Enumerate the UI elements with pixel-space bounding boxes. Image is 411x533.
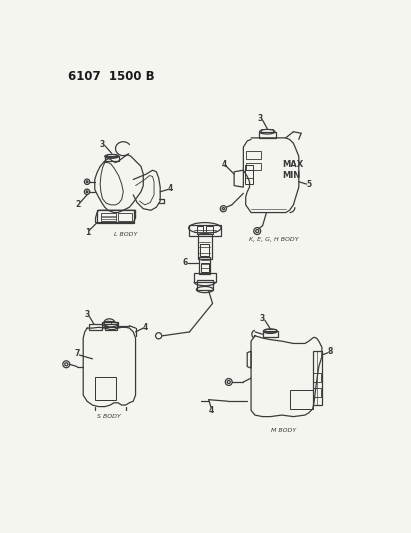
Text: M BODY: M BODY [271, 428, 296, 433]
Circle shape [256, 230, 259, 232]
Bar [198, 234, 212, 259]
Bar [245, 165, 253, 184]
Bar [263, 331, 278, 336]
Bar [261, 130, 273, 133]
Text: 4: 4 [143, 323, 148, 332]
Text: 4: 4 [222, 160, 227, 169]
Text: S BODY: S BODY [97, 414, 121, 419]
Bar [206, 227, 212, 234]
Bar [107, 154, 116, 157]
Circle shape [227, 381, 230, 384]
Bar [290, 390, 313, 409]
Bar [199, 257, 210, 274]
Bar [118, 213, 132, 221]
Bar [197, 227, 203, 234]
Text: 8: 8 [328, 348, 333, 357]
Bar [314, 373, 321, 382]
Bar [102, 322, 118, 327]
Text: 3: 3 [100, 140, 105, 149]
Bar [197, 280, 212, 289]
Bar [189, 225, 221, 236]
Bar [105, 324, 117, 330]
Text: 4: 4 [208, 406, 214, 415]
Polygon shape [95, 210, 136, 223]
Bar [245, 170, 253, 178]
Bar [246, 151, 261, 159]
Bar [101, 213, 116, 221]
Bar [105, 156, 119, 161]
Bar [259, 132, 276, 138]
Circle shape [65, 363, 68, 366]
Text: 7: 7 [74, 349, 80, 358]
Bar [200, 244, 210, 256]
Text: MIN: MIN [282, 171, 300, 180]
Bar [265, 329, 276, 332]
Bar [97, 210, 134, 223]
Text: 1: 1 [85, 228, 90, 237]
Bar [201, 263, 209, 272]
Bar [194, 273, 216, 282]
Bar [95, 377, 116, 400]
Text: K, E, G, H BODY: K, E, G, H BODY [249, 237, 299, 242]
Text: 3: 3 [260, 313, 265, 322]
Text: 6: 6 [183, 258, 188, 267]
Text: 3: 3 [258, 114, 263, 123]
Text: L BODY: L BODY [114, 232, 137, 237]
Bar [313, 351, 322, 405]
Circle shape [86, 191, 88, 193]
Text: 4: 4 [168, 184, 173, 193]
Circle shape [222, 207, 224, 210]
Text: 2: 2 [75, 200, 81, 209]
Bar [314, 388, 321, 398]
Circle shape [86, 181, 88, 183]
Text: 5: 5 [306, 180, 312, 189]
Text: 3: 3 [84, 310, 90, 319]
Bar [89, 324, 102, 330]
Text: 6107  1500 B: 6107 1500 B [68, 70, 155, 83]
Bar [246, 163, 261, 170]
Text: MAX: MAX [282, 159, 303, 168]
